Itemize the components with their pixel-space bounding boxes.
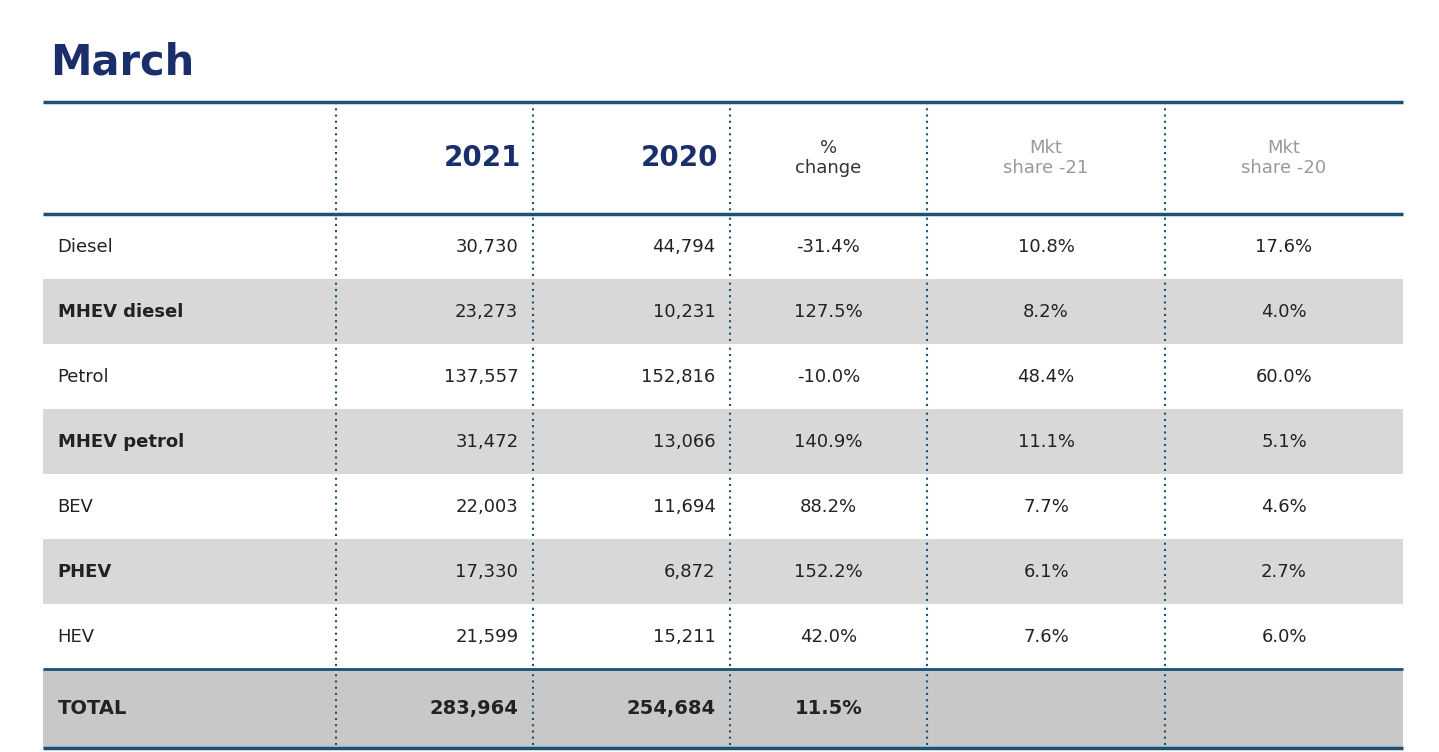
Text: 21,599: 21,599	[455, 628, 518, 646]
Bar	[43, 605, 1403, 669]
Text: 4.0%: 4.0%	[1261, 303, 1307, 321]
Text: %
change: % change	[796, 138, 862, 177]
Text: TOTAL: TOTAL	[58, 699, 127, 718]
Text: PHEV: PHEV	[58, 562, 112, 581]
Text: HEV: HEV	[58, 628, 95, 646]
Bar	[43, 475, 1403, 539]
Text: 10.8%: 10.8%	[1017, 238, 1075, 256]
Text: -10.0%: -10.0%	[797, 368, 861, 386]
Text: 6,872: 6,872	[663, 562, 715, 581]
Text: 5.1%: 5.1%	[1261, 433, 1307, 450]
Text: 42.0%: 42.0%	[800, 628, 858, 646]
Text: 17.6%: 17.6%	[1255, 238, 1312, 256]
Text: 11.1%: 11.1%	[1017, 433, 1075, 450]
Text: 11,694: 11,694	[653, 498, 715, 516]
Text: 23,273: 23,273	[455, 303, 518, 321]
Text: 48.4%: 48.4%	[1017, 368, 1075, 386]
Bar	[43, 669, 1403, 748]
Bar	[43, 344, 1403, 409]
Bar	[43, 214, 1403, 279]
Text: 152.2%: 152.2%	[794, 562, 863, 581]
Text: 137,557: 137,557	[443, 368, 518, 386]
Text: 60.0%: 60.0%	[1256, 368, 1312, 386]
Text: 6.0%: 6.0%	[1262, 628, 1307, 646]
Text: MHEV petrol: MHEV petrol	[58, 433, 184, 450]
Text: 15,211: 15,211	[653, 628, 715, 646]
Text: 254,684: 254,684	[626, 699, 715, 718]
Text: Diesel: Diesel	[58, 238, 114, 256]
Text: 30,730: 30,730	[456, 238, 518, 256]
Text: 6.1%: 6.1%	[1023, 562, 1069, 581]
Text: 2.7%: 2.7%	[1261, 562, 1307, 581]
Text: BEV: BEV	[58, 498, 94, 516]
Bar	[43, 279, 1403, 344]
Text: Petrol: Petrol	[58, 368, 109, 386]
Text: 88.2%: 88.2%	[800, 498, 858, 516]
Text: MHEV diesel: MHEV diesel	[58, 303, 183, 321]
Text: March: March	[50, 41, 194, 83]
Text: -31.4%: -31.4%	[797, 238, 861, 256]
Text: 7.6%: 7.6%	[1023, 628, 1069, 646]
Text: Mkt
share -21: Mkt share -21	[1003, 138, 1089, 177]
Text: 140.9%: 140.9%	[794, 433, 863, 450]
Text: 10,231: 10,231	[653, 303, 715, 321]
Text: 31,472: 31,472	[455, 433, 518, 450]
Text: 2020: 2020	[640, 144, 718, 172]
Text: 7.7%: 7.7%	[1023, 498, 1069, 516]
Text: 4.6%: 4.6%	[1261, 498, 1307, 516]
Text: 44,794: 44,794	[652, 238, 715, 256]
Bar	[43, 409, 1403, 475]
Text: 13,066: 13,066	[653, 433, 715, 450]
Text: 22,003: 22,003	[456, 498, 518, 516]
Text: 152,816: 152,816	[642, 368, 715, 386]
Text: 127.5%: 127.5%	[794, 303, 863, 321]
Bar	[43, 539, 1403, 605]
Text: 17,330: 17,330	[456, 562, 518, 581]
Text: 2021: 2021	[443, 144, 521, 172]
Text: 8.2%: 8.2%	[1023, 303, 1069, 321]
Text: 283,964: 283,964	[429, 699, 518, 718]
Text: 11.5%: 11.5%	[794, 699, 862, 718]
Text: Mkt
share -20: Mkt share -20	[1242, 138, 1327, 177]
